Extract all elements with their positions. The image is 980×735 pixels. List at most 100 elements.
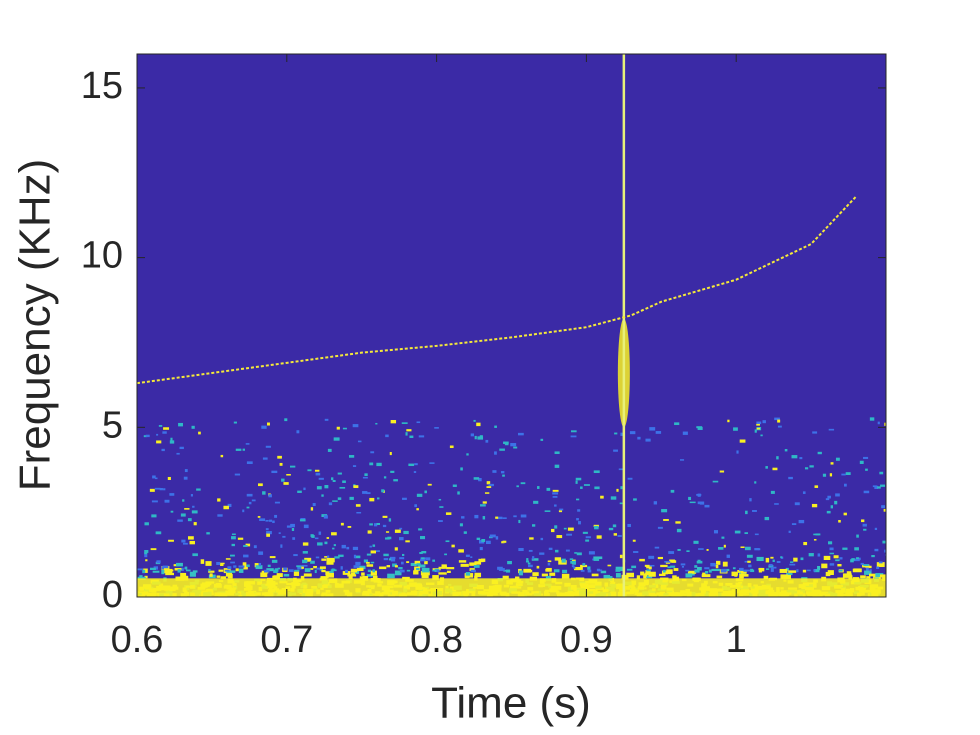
noise — [209, 573, 213, 577]
noise — [314, 537, 319, 540]
noise — [460, 563, 469, 567]
noise — [554, 451, 560, 454]
noise — [302, 559, 308, 564]
noise — [414, 504, 417, 508]
noise — [614, 432, 618, 435]
noise — [856, 534, 859, 538]
noise — [798, 519, 805, 524]
noise — [416, 563, 421, 566]
noise — [517, 432, 524, 436]
noise — [644, 564, 650, 567]
noise — [356, 567, 364, 572]
noise — [720, 569, 727, 573]
noise — [325, 572, 334, 578]
noise — [716, 575, 723, 579]
noise — [551, 528, 555, 533]
noise — [576, 498, 580, 501]
noise — [548, 547, 553, 550]
noise — [573, 566, 583, 571]
noise — [676, 528, 682, 533]
noise — [458, 549, 464, 553]
noise — [744, 560, 750, 563]
noise — [689, 571, 697, 574]
noise — [817, 553, 821, 557]
noise — [760, 434, 763, 437]
noise — [827, 570, 834, 576]
noise — [282, 535, 286, 538]
noise — [264, 569, 270, 573]
noise — [802, 569, 807, 573]
noise — [385, 434, 389, 438]
noise — [280, 544, 283, 548]
noise — [777, 419, 781, 423]
noise — [528, 569, 533, 573]
noise — [843, 512, 847, 516]
noise — [355, 561, 361, 566]
x-tick-label: 0.7 — [260, 619, 313, 661]
noise — [341, 544, 346, 549]
noise — [865, 468, 868, 471]
noise — [768, 564, 773, 567]
noise — [582, 563, 586, 566]
noise — [813, 569, 820, 573]
noise — [675, 521, 681, 524]
noise — [734, 574, 738, 577]
noise — [291, 527, 295, 532]
noise — [744, 532, 748, 535]
noise — [185, 569, 191, 572]
noise — [485, 439, 489, 443]
noise — [156, 440, 162, 444]
noise — [286, 474, 291, 476]
noise — [357, 440, 362, 443]
noise — [554, 504, 557, 507]
noise — [607, 564, 612, 567]
noise — [610, 496, 617, 500]
noise — [739, 439, 746, 443]
noise — [223, 505, 229, 510]
noise — [255, 565, 263, 570]
noise — [237, 537, 244, 540]
noise — [242, 448, 245, 451]
noise — [235, 568, 239, 572]
noise — [881, 505, 886, 509]
noise — [827, 495, 831, 499]
noise — [752, 510, 757, 512]
noise — [293, 554, 298, 557]
noise — [356, 511, 362, 514]
noise — [532, 556, 535, 560]
noise — [629, 431, 636, 435]
noise — [562, 569, 568, 574]
noise — [189, 571, 196, 577]
noise — [544, 510, 551, 512]
noise — [756, 556, 764, 562]
noise — [636, 575, 640, 580]
noise — [825, 571, 831, 577]
noise — [612, 524, 617, 528]
noise — [492, 470, 497, 473]
noise — [248, 501, 252, 505]
noise — [451, 544, 455, 548]
noise — [420, 571, 430, 576]
noise — [180, 572, 187, 577]
noise — [137, 578, 886, 597]
noise — [770, 568, 774, 572]
noise — [829, 563, 835, 566]
noise — [187, 518, 192, 522]
noise — [231, 533, 236, 536]
noise — [151, 514, 157, 518]
noise — [698, 548, 704, 550]
noise — [477, 436, 484, 440]
noise — [722, 561, 728, 567]
noise — [388, 518, 392, 522]
noise — [154, 477, 158, 480]
noise — [721, 536, 725, 539]
noise — [563, 527, 567, 530]
noise — [661, 509, 668, 513]
noise — [757, 548, 761, 551]
noise — [863, 564, 869, 567]
noise — [177, 569, 181, 573]
noise — [835, 493, 840, 497]
noise — [274, 514, 278, 518]
noise — [238, 565, 245, 568]
noise — [697, 426, 703, 430]
